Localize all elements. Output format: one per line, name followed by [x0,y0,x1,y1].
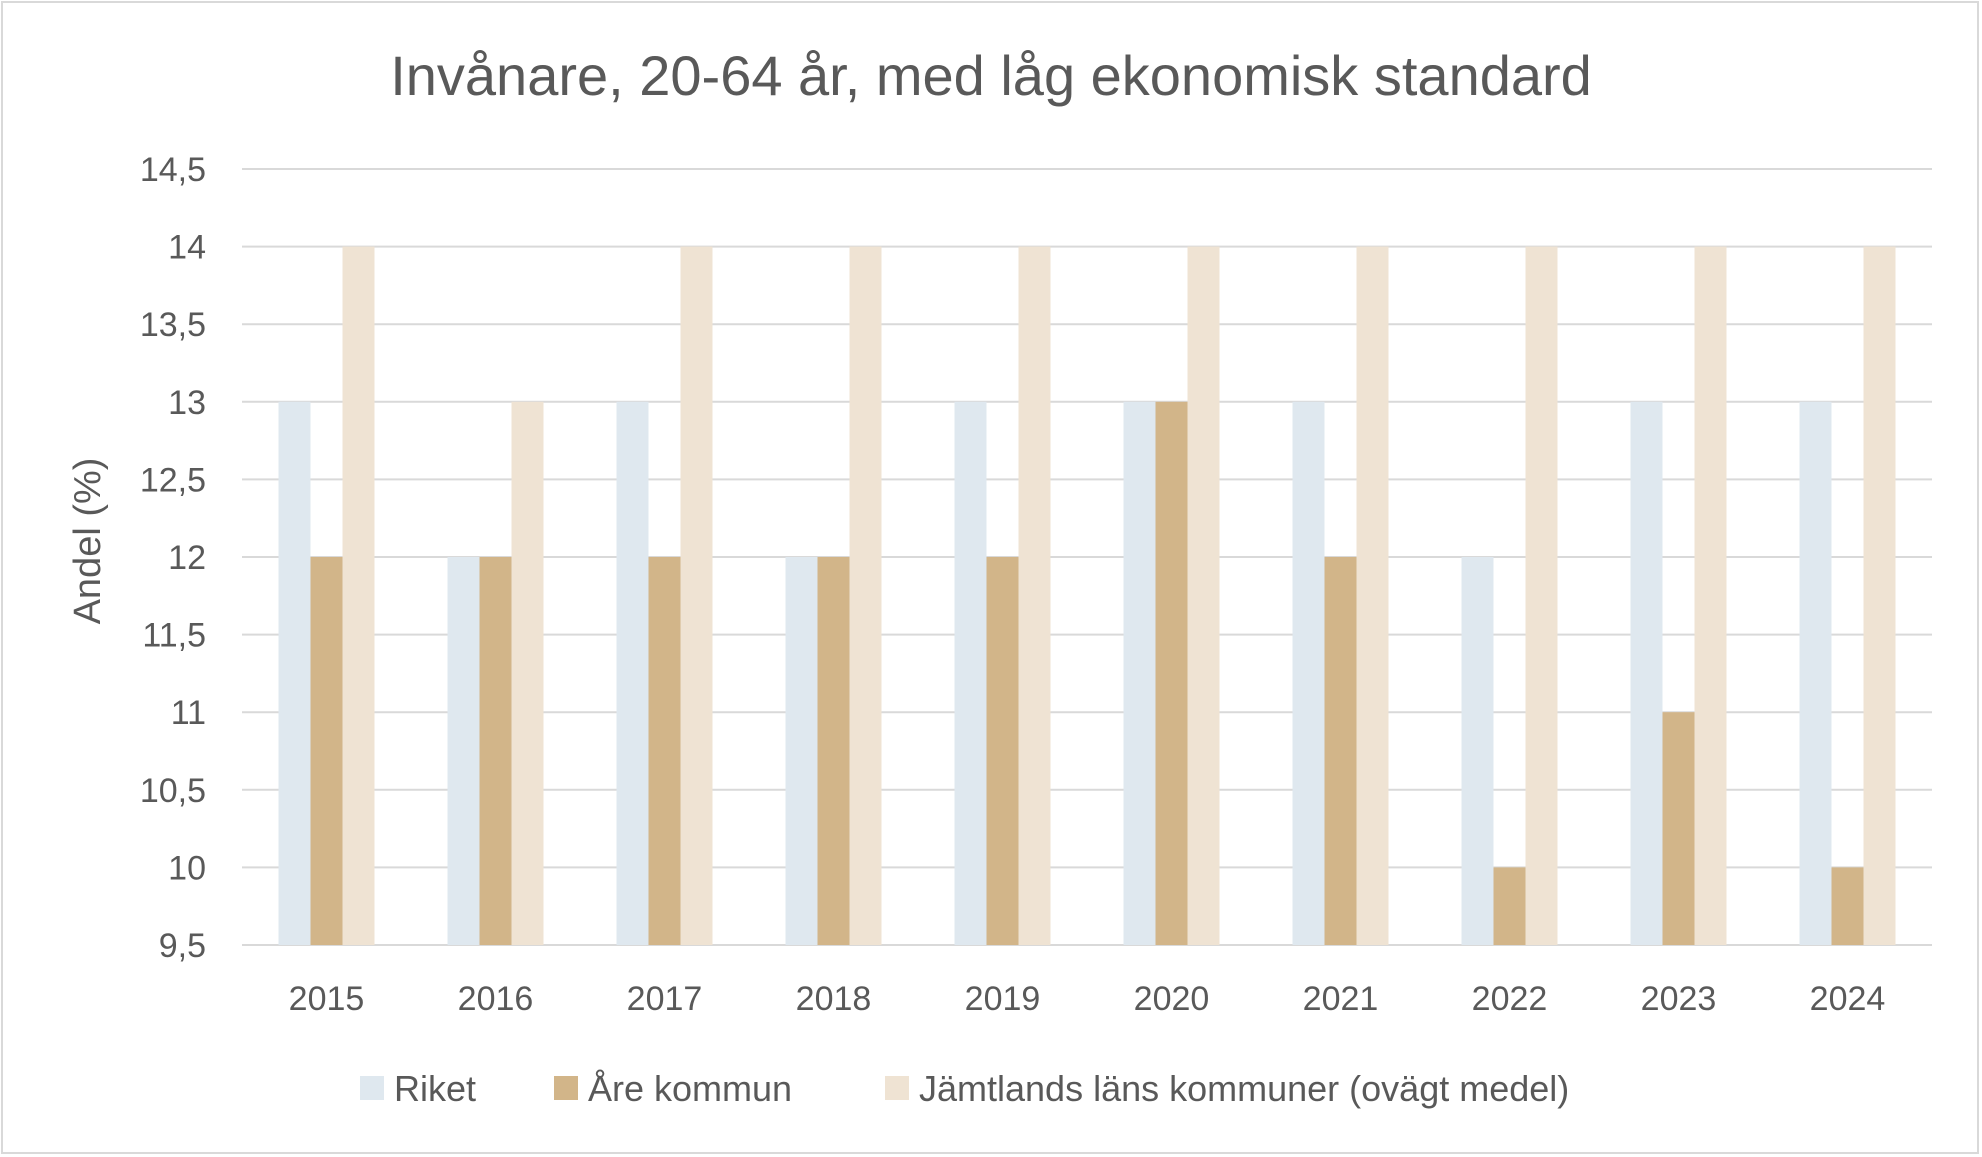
bar [849,246,882,946]
x-tick-label: 2017 [627,980,703,1018]
bar [1799,401,1832,945]
x-tick-label: 2020 [1134,980,1210,1018]
y-axis-label: Andel (%) [67,458,109,625]
bar [1630,401,1663,945]
bar [278,401,311,945]
x-tick-label: 2022 [1472,980,1548,1018]
legend-swatch [554,1076,578,1100]
x-tick-labels: 2015 2016 2017 2018 2019 2020 2021 2022 2023 2024 [289,980,1886,1018]
bar [1493,867,1526,945]
bar [1863,246,1896,946]
y-tick-label: 10 [168,849,206,887]
x-tick-label: 2015 [289,980,365,1018]
legend-label: Åre kommun [588,1068,792,1109]
bar [954,401,987,945]
x-tick-label: 2024 [1810,980,1886,1018]
bar [1187,246,1220,946]
y-tick-label: 11,5 [142,617,206,655]
bar [1324,557,1357,945]
y-tick-labels: 9,5 10 10,5 11 11,5 12 12,5 13 13,5 14 14,5 [140,151,206,965]
y-tick-label: 13 [168,384,206,422]
bar [342,246,375,946]
x-tick-label: 2016 [458,980,534,1018]
bar [310,557,343,945]
bar [648,557,681,945]
bar [1155,401,1188,945]
y-tick-label: 10,5 [140,772,206,810]
bar [616,401,649,945]
chart-title: Invånare, 20-64 år, med låg ekonomisk st… [390,44,1592,107]
x-tick-label: 2021 [1303,980,1379,1018]
x-tick-label: 2023 [1641,980,1717,1018]
bar [785,557,818,945]
bar [680,246,713,946]
y-tick-label: 14,5 [140,151,206,189]
y-tick-label: 12,5 [140,461,206,499]
y-tick-label: 9,5 [159,927,206,965]
legend-label: Jämtlands läns kommuner (ovägt medel) [919,1068,1569,1109]
y-tick-label: 13,5 [140,306,206,344]
bar [817,557,850,945]
legend-label: Riket [394,1068,476,1109]
x-tick-label: 2019 [965,980,1041,1018]
bar [1525,246,1558,946]
bar [1831,867,1864,945]
bars [278,246,1896,946]
bar [1694,246,1727,946]
bar [1292,401,1325,945]
bar [1461,557,1494,945]
bar [1018,246,1051,946]
legend: Riket Åre kommun Jämtlands läns kommuner (… [360,1068,1569,1109]
bar [1662,712,1695,945]
x-tick-label: 2018 [796,980,872,1018]
y-tick-label: 12 [168,539,206,577]
y-tick-label: 14 [168,229,206,267]
legend-swatch [885,1076,909,1100]
bar [986,557,1019,945]
legend-swatch [360,1076,384,1100]
bar [447,557,480,945]
bar [511,401,544,945]
y-tick-label: 11 [171,694,206,732]
bar [1356,246,1389,946]
bar [1123,401,1156,945]
bar [479,557,512,945]
